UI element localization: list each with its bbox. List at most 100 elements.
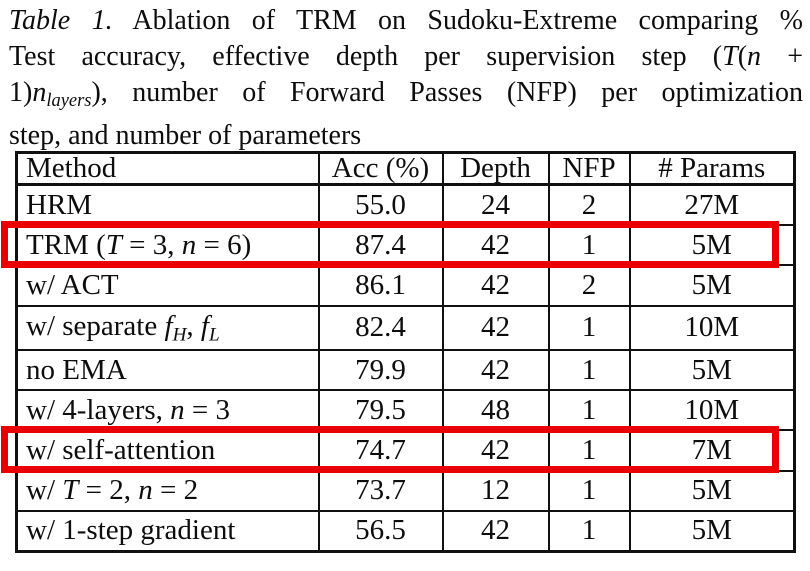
cell-trm-t3-n6-params: 5M [628,224,796,267]
cell-trm-t3-n6-depth: 42 [441,224,550,267]
text-segment: f [200,309,209,342]
text-segment: = 2, [78,474,139,507]
text-segment: HRM [26,188,93,221]
table-row-w-separate-fh-fl: w/ separate fH, fL 82.4 42 1 10M [15,304,796,352]
cell-w-self-attention-method: w/ self-attention [15,429,320,472]
text-segment: ( [737,41,748,72]
cell-no-ema-nfp: 1 [547,349,631,392]
text-segment: n [747,41,762,72]
cell-w-separate-fh-fl-nfp: 1 [547,304,631,352]
text-segment: = 2 [152,474,199,507]
cell-w-t2-n2-nfp: 1 [547,469,631,512]
caption-line-4: step, and number of parameters [9,118,803,154]
text-segment: Ablation of TRM on Sudoku-Extreme compar… [112,5,803,36]
table-row-w-1-step-gradient: w/ 1-step gradient 56.5 42 1 5M [15,509,796,553]
cell-w-1-step-gradient-params: 5M [628,509,796,553]
cell-w-t2-n2-acc: 73.7 [317,469,444,512]
cell-w-t2-n2-depth: 12 [441,469,550,512]
text-segment: = 6) [196,228,252,261]
text-segment: T [105,228,122,261]
cell-w-self-attention-params: 7M [628,429,796,472]
cell-w-separate-fh-fl-depth: 42 [441,304,550,352]
text-segment: = 3, [121,228,182,261]
cell-hrm-nfp: 2 [547,183,631,227]
cell-no-ema-method: no EMA [15,349,320,392]
text-segment: w/ 4-layers, [26,393,171,426]
text-segment: w/ 1-step gradient [26,514,236,547]
cell-trm-t3-n6-nfp: 1 [547,224,631,267]
text-segment: + [761,41,803,72]
cell-w-act-nfp: 2 [547,264,631,307]
text-segment: = 3 [184,393,231,426]
cell-w-act-depth: 42 [441,264,550,307]
table-row-w-self-attention: w/ self-attention 74.7 42 1 7M [15,429,796,472]
table-row-w-act: w/ ACT 86.1 42 2 5M [15,264,796,307]
table-row-w-t2-n2: w/ T = 2, n = 2 73.7 12 1 5M [15,469,796,512]
text-segment: w/ ACT [26,268,119,301]
text-segment: T [62,474,79,507]
column-header-depth: Depth [441,151,550,186]
table-header: Method Acc (%) Depth NFP # Params [15,151,796,186]
text-segment: Table 1. [9,5,113,36]
cell-w-t2-n2-method: w/ T = 2, n = 2 [15,469,320,512]
cell-hrm-depth: 24 [441,183,550,227]
text-segment: w/ self-attention [26,433,216,466]
cell-w-separate-fh-fl-params: 10M [628,304,796,352]
column-header-nfp: NFP [547,151,631,186]
text-segment: H [172,323,187,345]
cell-trm-t3-n6-method: TRM (T = 3, n = 6) [15,224,320,267]
text-segment: , [186,309,201,342]
cell-hrm-params: 27M [628,183,796,227]
cell-w-self-attention-nfp: 1 [547,429,631,472]
cell-w-act-method: w/ ACT [15,264,320,307]
table-row-w-4-layers-n3: w/ 4-layers, n = 3 79.5 48 1 10M [15,389,796,432]
cell-w-4-layers-n3-params: 10M [628,389,796,432]
text-segment: no EMA [26,353,127,386]
text-segment: ), number of Forward Passes (NFP) per op… [91,77,803,108]
cell-trm-t3-n6-acc: 87.4 [317,224,444,267]
column-header-acc: Acc (%) [317,151,444,186]
cell-w-t2-n2-params: 5M [628,469,796,512]
header-row: Method Acc (%) Depth NFP # Params [15,151,796,186]
text-segment: step, and number of parameters [9,120,362,152]
cell-hrm-acc: 55.0 [317,183,444,227]
text-segment: n [32,77,47,108]
text-segment: 1) [9,77,33,108]
caption-line-1: Table 1. Ablation of TRM on Sudoku-Extre… [9,3,803,39]
text-segment: w/ [26,474,63,507]
cell-w-1-step-gradient-method: w/ 1-step gradient [15,509,320,553]
cell-no-ema-params: 5M [628,349,796,392]
cell-w-separate-fh-fl-method: w/ separate fH, fL [15,304,320,352]
cell-w-1-step-gradient-depth: 42 [441,509,550,553]
column-header-params: # Params [628,151,796,186]
ablation-table: Method Acc (%) Depth NFP # Params HRM 55.0 24 2… [15,151,796,553]
cell-hrm-method: HRM [15,183,320,227]
cell-w-1-step-gradient-nfp: 1 [547,509,631,553]
cell-w-4-layers-n3-method: w/ 4-layers, n = 3 [15,389,320,432]
column-header-method: Method [15,151,320,186]
text-segment: n [138,474,153,507]
text-segment: L [208,323,220,345]
text-segment: TRM ( [26,228,106,261]
table-row-hrm: HRM 55.0 24 2 27M [15,183,796,227]
table-row-trm-t3-n6: TRM (T = 3, n = 6) 87.4 42 1 5M [15,224,796,267]
cell-w-separate-fh-fl-acc: 82.4 [317,304,444,352]
cell-no-ema-depth: 42 [441,349,550,392]
text-segment: layers [46,90,92,111]
cell-w-self-attention-depth: 42 [441,429,550,472]
cell-w-4-layers-n3-nfp: 1 [547,389,631,432]
text-segment: Test accuracy, effective depth per super… [9,41,723,72]
table-caption: Table 1. Ablation of TRM on Sudoku-Extre… [9,3,803,154]
cell-w-4-layers-n3-acc: 79.5 [317,389,444,432]
text-segment: f [164,309,173,342]
caption-line-2: Test accuracy, effective depth per super… [9,39,803,75]
text-segment: n [181,228,197,261]
cell-w-self-attention-acc: 74.7 [317,429,444,472]
text-segment: T [722,41,738,72]
text-segment: n [170,393,185,426]
cell-no-ema-acc: 79.9 [317,349,444,392]
cell-w-act-acc: 86.1 [317,264,444,307]
table-body: HRM 55.0 24 2 27M TRM (T = 3, n = 6) 87.4 42 1 5M… [15,183,796,553]
table-row-no-ema: no EMA 79.9 42 1 5M [15,349,796,392]
